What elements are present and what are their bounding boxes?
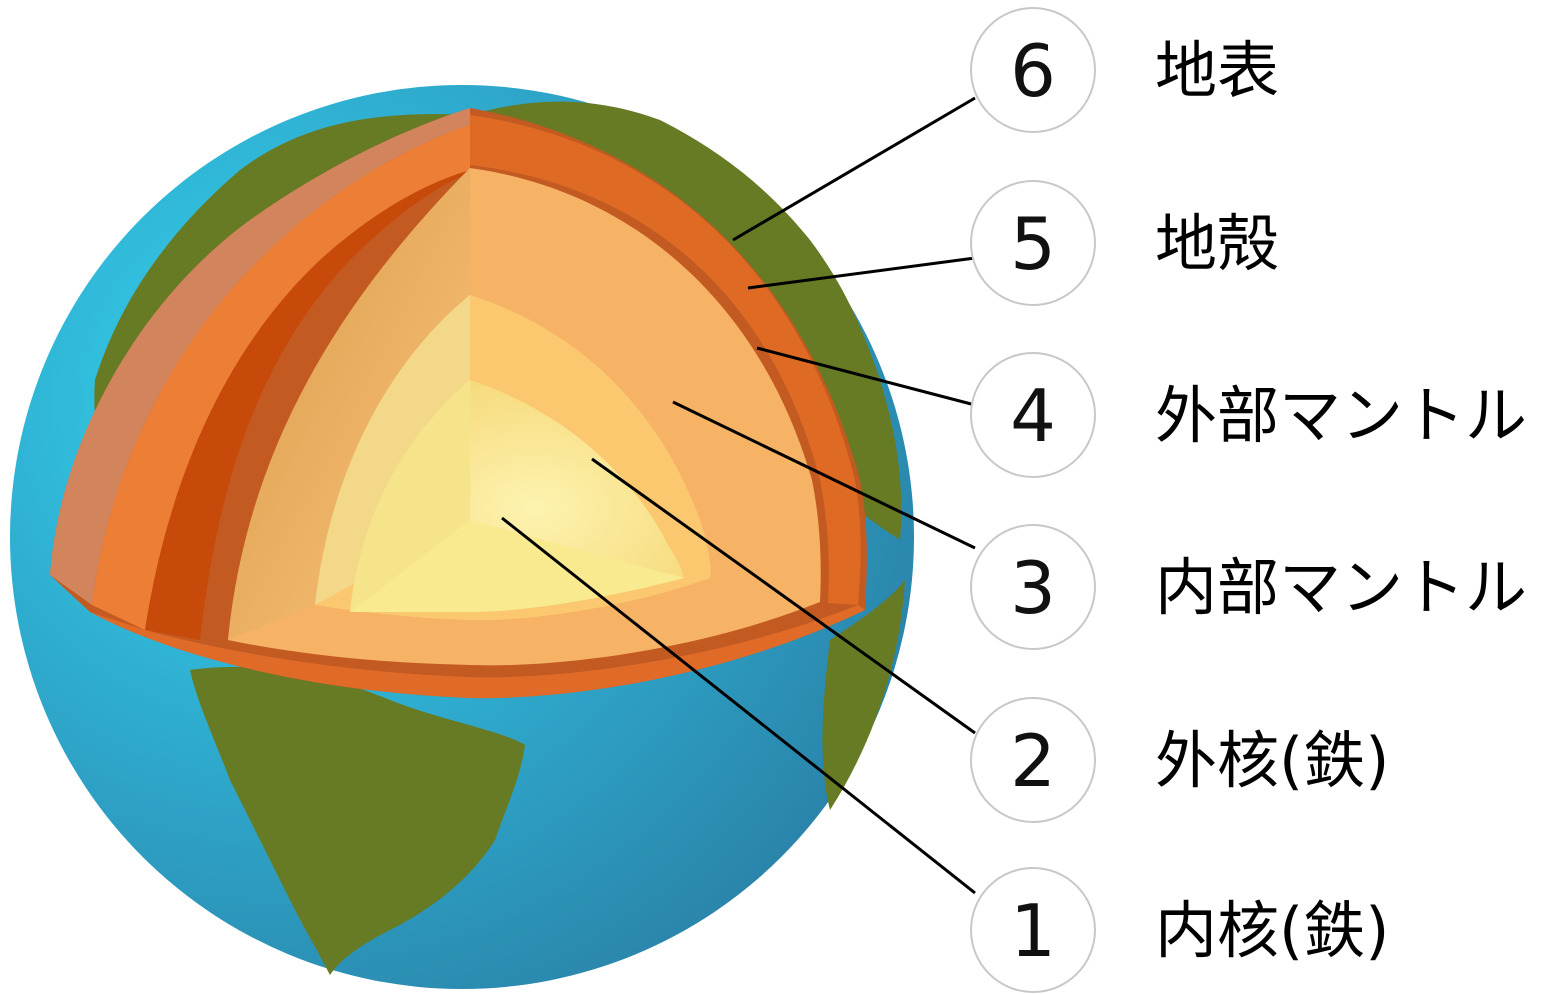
leader-line-6 <box>732 96 976 242</box>
layer-label-3: 内部マントル <box>1155 551 1527 624</box>
layer-number-circle-5 <box>970 180 1096 306</box>
layer-number-3: 3 <box>1010 546 1056 630</box>
layer-label-6: 地表 <box>1155 34 1279 107</box>
mantle-dark-band <box>145 170 470 640</box>
layer-label-1: 内核(鉄) <box>1155 894 1389 967</box>
leader-line-2 <box>591 457 976 735</box>
layer-number-2: 2 <box>1010 719 1056 803</box>
layer-number-circle-6 <box>970 7 1096 133</box>
inner-mantle-left-shade <box>228 168 470 640</box>
crust-bottom-face <box>90 605 865 699</box>
leader-line-4 <box>756 346 976 407</box>
layer-label-4: 外部マントル <box>1155 379 1527 452</box>
layer-label-5: 地殻 <box>1155 207 1279 280</box>
layer-number-circle-3 <box>970 524 1096 650</box>
layer-number-1: 1 <box>1010 889 1056 973</box>
outer-mantle-band <box>92 125 470 630</box>
layer-number-circle-4 <box>970 352 1096 478</box>
outer-mantle-left <box>50 108 470 605</box>
layer-label-2: 外核(鉄) <box>1155 724 1389 797</box>
leader-line-1 <box>501 516 976 895</box>
layer-number-circle-1 <box>970 867 1096 993</box>
leader-line-5 <box>747 256 976 290</box>
land-south-america <box>190 666 525 975</box>
leader-line-3 <box>672 400 976 550</box>
inner-core-left-face <box>350 380 470 612</box>
layer-number-circle-2 <box>970 697 1096 823</box>
layer-number-5: 5 <box>1010 202 1056 286</box>
layer-number-6: 6 <box>1010 29 1056 113</box>
layer-number-4: 4 <box>1010 374 1056 458</box>
inner-core-bottom-face <box>350 520 684 612</box>
crust-right-face <box>470 115 861 605</box>
